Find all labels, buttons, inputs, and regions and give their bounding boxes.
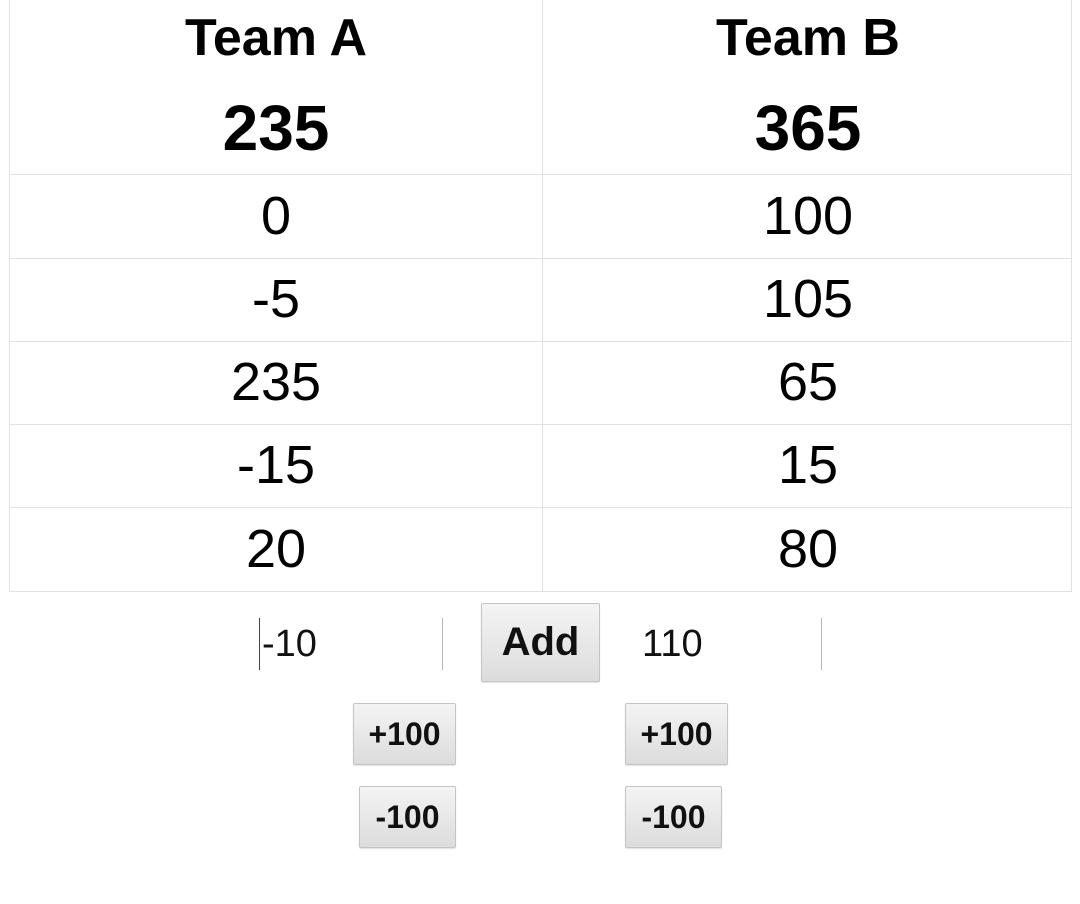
team-a-round-score: 235 [230, 352, 322, 412]
team-b-name: Team B [716, 9, 900, 67]
team-b-header: Team B 365 [543, 0, 1073, 175]
team-b-round-score: 15 [777, 435, 839, 495]
team-a-round-score: -15 [236, 435, 316, 495]
team-a-round-score: 0 [260, 186, 292, 246]
team-a-total: 235 [222, 92, 330, 164]
round-row: -15 15 [10, 424, 1071, 508]
round-row: 0 100 [10, 175, 1071, 259]
team-b-minus-100-button[interactable]: -100 [625, 786, 722, 848]
column-divider [542, 0, 543, 591]
team-a-round-score: -5 [251, 269, 300, 329]
team-a-header: Team A 235 [10, 0, 542, 175]
score-table: Team A 235 Team B 365 0 100 -5 105 235 6… [9, 0, 1072, 592]
team-a-name: Team A [184, 9, 368, 67]
team-b-round-score: 100 [762, 186, 854, 246]
round-row: 235 65 [10, 341, 1071, 425]
add-button[interactable]: Add [481, 603, 600, 682]
round-row: 20 80 [10, 508, 1071, 592]
team-a-round-score: 20 [245, 519, 307, 579]
team-a-plus-100-button[interactable]: +100 [353, 703, 456, 765]
team-a-score-input[interactable] [259, 618, 443, 670]
team-b-total: 365 [754, 92, 862, 164]
team-a-minus-100-button[interactable]: -100 [359, 786, 456, 848]
team-b-score-input[interactable] [640, 618, 822, 670]
team-b-round-score: 80 [777, 519, 839, 579]
header-row: Team A 235 Team B 365 [10, 0, 1071, 175]
team-b-round-score: 105 [762, 269, 854, 329]
round-row: -5 105 [10, 258, 1071, 342]
team-b-round-score: 65 [777, 352, 839, 412]
team-b-plus-100-button[interactable]: +100 [625, 703, 728, 765]
